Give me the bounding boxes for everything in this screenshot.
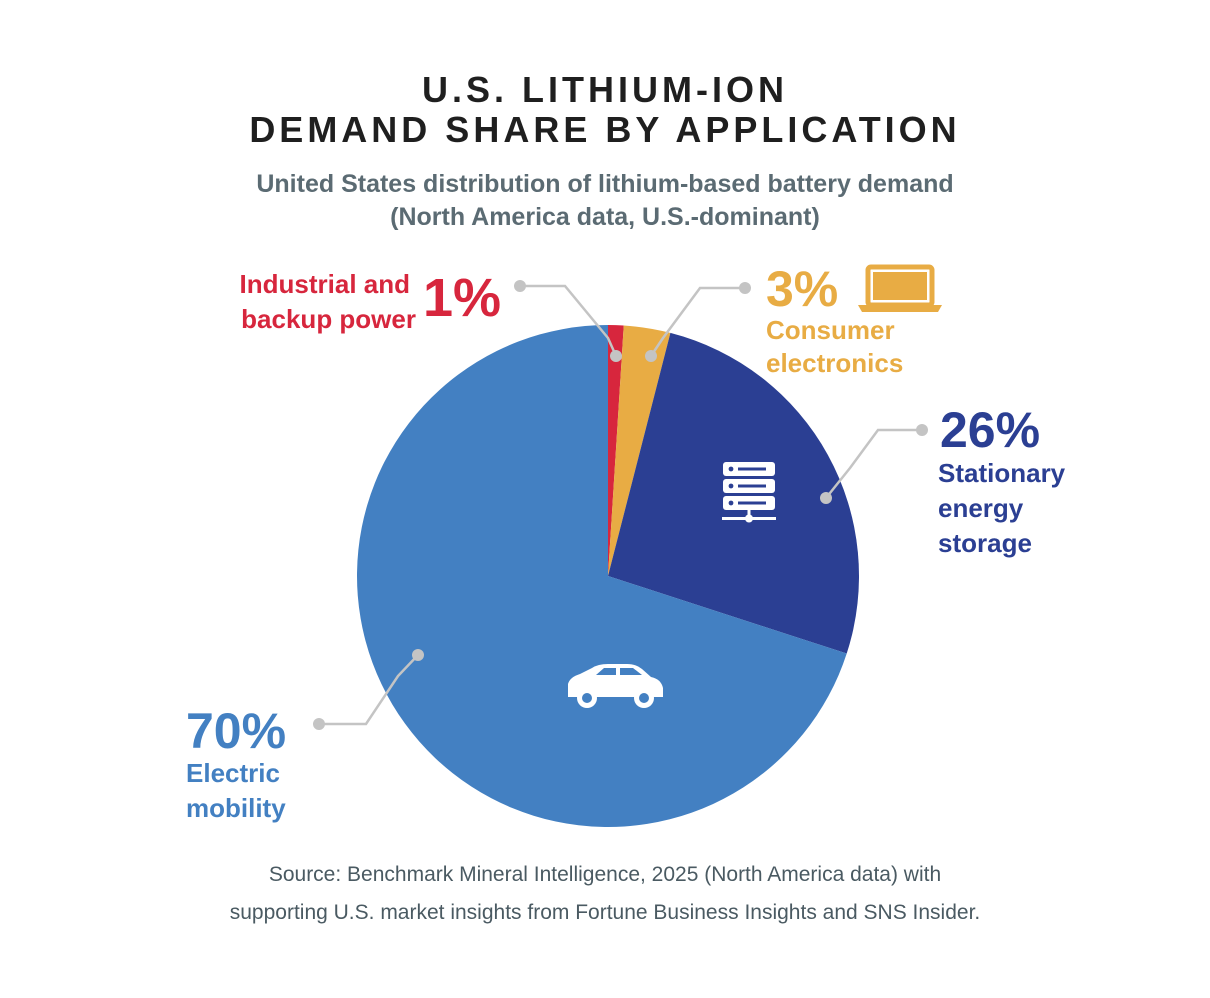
- leader-line-electric: [319, 654, 419, 726]
- pie-slices: [357, 325, 860, 827]
- value-label-electric: 70%: [186, 703, 286, 759]
- leader-dot-industrial-end: [514, 280, 526, 292]
- laptop-icon: [858, 264, 942, 312]
- value-label-consumer: 3%: [766, 261, 838, 317]
- label-stationary-line-2: energy: [938, 493, 1024, 523]
- leader-dot-consumer-start: [645, 350, 657, 362]
- label-electric-line-2: mobility: [186, 793, 286, 823]
- value-label-industrial: 1%: [423, 268, 501, 328]
- leader-dot-stationary-end: [916, 424, 928, 436]
- leader-line-stationary: [825, 428, 922, 499]
- pie-slice-stationary: [608, 332, 860, 654]
- pie-slice-consumer: [608, 325, 671, 576]
- label-consumer-line-2: electronics: [766, 348, 903, 378]
- label-stationary-line-1: Stationary: [938, 458, 1066, 488]
- leader-dot-electric-end: [313, 718, 325, 730]
- leader-line-consumer: [649, 286, 745, 357]
- pie-slice-industrial: [608, 325, 624, 576]
- source-note-line-2: supporting U.S. market insights from For…: [229, 901, 981, 924]
- leader-line-industrial: [520, 284, 618, 357]
- leader-dot-consumer-end: [739, 282, 751, 294]
- leader-lines: [313, 280, 928, 730]
- chart-subtitle-line-1: United States distribution of lithium-ba…: [256, 170, 954, 198]
- leader-dot-stationary-start: [820, 492, 832, 504]
- leader-dot-electric-start: [412, 649, 424, 661]
- pie-slice-electric: [357, 325, 847, 827]
- chart-title-line-2: DEMAND SHARE BY APPLICATION: [249, 109, 961, 150]
- label-industrial-line-1: Industrial and: [240, 269, 410, 299]
- leader-dot-industrial-start: [610, 350, 622, 362]
- label-stationary-line-3: storage: [938, 528, 1032, 558]
- label-consumer-line-1: Consumer: [766, 315, 895, 345]
- value-label-stationary: 26%: [940, 402, 1040, 458]
- chart-subtitle-line-2: (North America data, U.S.-dominant): [390, 203, 820, 231]
- chart-title-line-1: U.S. LITHIUM-ION: [422, 69, 788, 110]
- car-icon: [568, 664, 663, 708]
- source-note-line-1: Source: Benchmark Mineral Intelligence, …: [268, 863, 942, 886]
- server-icon: [722, 462, 776, 523]
- label-industrial-line-2: backup power: [241, 304, 416, 334]
- label-electric-line-1: Electric: [186, 758, 280, 788]
